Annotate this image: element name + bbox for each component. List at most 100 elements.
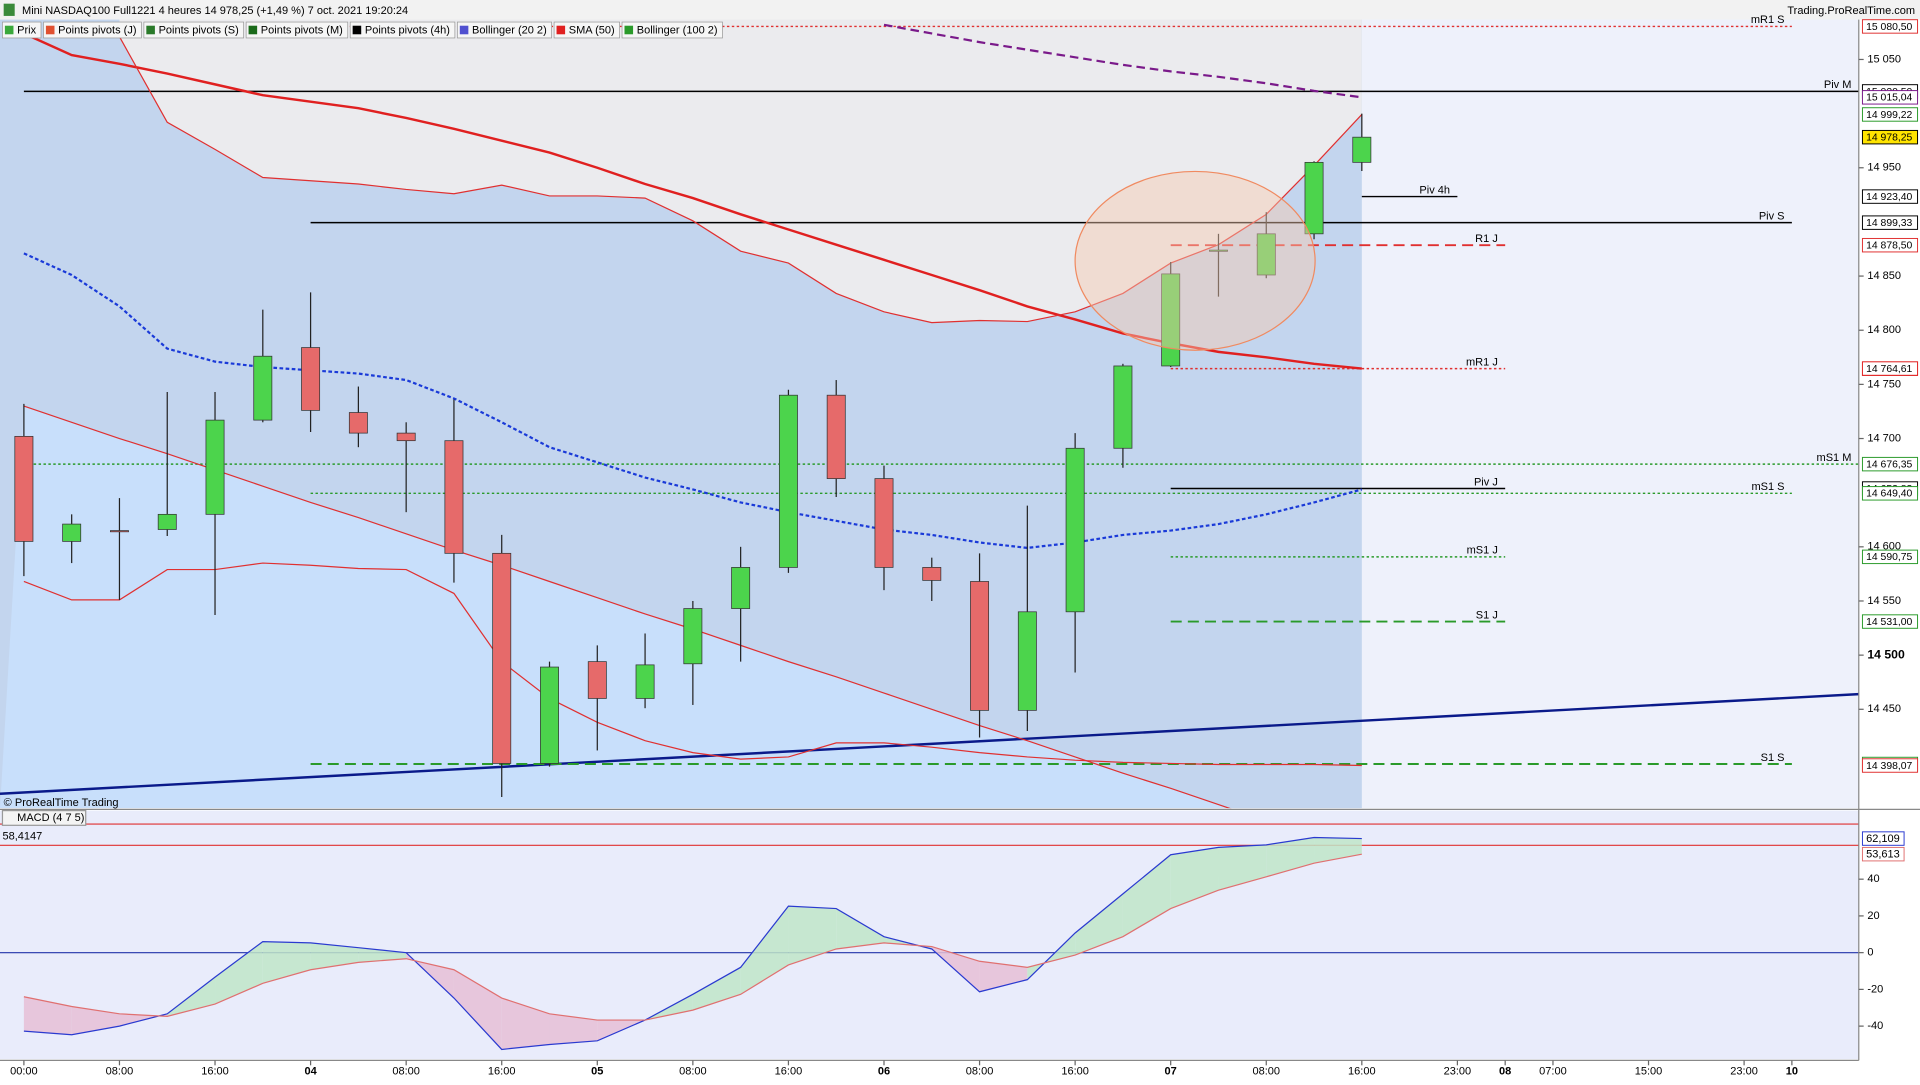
x-tick-label: 07 xyxy=(1165,1065,1177,1077)
price-tag-label: 15 015,04 xyxy=(1866,93,1912,104)
candle-body xyxy=(110,530,129,533)
y-tick-label: 14 950 xyxy=(1867,162,1901,174)
price-tag xyxy=(1861,361,1919,376)
legend-icon xyxy=(459,25,469,35)
x-tick-label: 16:00 xyxy=(488,1065,516,1077)
price-tag xyxy=(1861,486,1919,501)
candle-body xyxy=(157,513,177,530)
price-tag xyxy=(1861,90,1919,105)
y-tick-label: 20 xyxy=(1867,910,1879,922)
x-tick-label: 04 xyxy=(304,1065,317,1077)
level-label: mS1 M xyxy=(1817,452,1852,464)
candle-body xyxy=(396,432,416,442)
x-tick-label: 00:00 xyxy=(10,1065,38,1077)
price-tag-label: 14 999,22 xyxy=(1866,110,1912,121)
indicator-line xyxy=(23,562,1362,767)
candle-body xyxy=(1017,611,1037,711)
price-tag xyxy=(1861,189,1919,204)
y-tick-label: -20 xyxy=(1867,983,1883,995)
macd-fill xyxy=(1218,844,1267,891)
level-label: mS1 J xyxy=(1467,545,1498,557)
legend-icon xyxy=(248,25,258,35)
price-tag-label: 14 764,61 xyxy=(1866,364,1912,375)
price-tag xyxy=(1861,129,1919,145)
legend-icon xyxy=(352,25,362,35)
price-tag xyxy=(1861,215,1919,230)
x-tick-label: 07:00 xyxy=(1539,1065,1567,1077)
x-tick-label: 08:00 xyxy=(1252,1065,1280,1077)
price-plot xyxy=(0,12,1859,809)
macd-fill xyxy=(836,908,884,949)
price-tag xyxy=(1861,237,1919,253)
level-label: Piv S xyxy=(1759,210,1785,222)
x-tick-label: 16:00 xyxy=(1348,1065,1376,1077)
candle-body xyxy=(635,664,655,699)
band-fill xyxy=(0,406,1362,809)
trendline xyxy=(0,692,1859,795)
level-label: Piv J xyxy=(1474,476,1498,488)
legend-label: Bollinger (100 2) xyxy=(637,25,718,37)
indicator-line xyxy=(883,23,1362,99)
y-tick-label: 14 450 xyxy=(1867,703,1901,715)
candle-body xyxy=(874,478,894,568)
y-tick-label: 15 050 xyxy=(1867,53,1901,65)
x-tick-label: 08:00 xyxy=(679,1065,707,1077)
candle-body xyxy=(826,394,846,479)
app-icon xyxy=(3,3,15,16)
candle-body xyxy=(492,552,512,764)
price-tag xyxy=(1861,456,1919,472)
macd-fill xyxy=(453,969,502,1050)
price-tag-label: 14 878,50 xyxy=(1866,241,1912,252)
x-tick-label: 23:00 xyxy=(1444,1065,1472,1077)
legend-label: Bollinger (20 2) xyxy=(472,25,547,37)
macd-fill xyxy=(358,947,407,963)
x-tick-label: 08:00 xyxy=(106,1065,134,1077)
candle-body xyxy=(1161,273,1181,367)
price-tag-label: 15 080,50 xyxy=(1866,22,1912,33)
candle-body xyxy=(1256,233,1276,276)
candle-body xyxy=(731,567,751,609)
macd-panel xyxy=(0,810,1859,1060)
indicator-line xyxy=(23,32,1362,370)
band-fill xyxy=(119,12,1362,323)
candle-body xyxy=(301,347,321,411)
legend-label: SMA (50) xyxy=(569,25,615,37)
price-tag-label: 14 531,00 xyxy=(1866,617,1912,628)
y-tick-label: 14 750 xyxy=(1867,378,1901,390)
price-tag-label: 14 899,33 xyxy=(1866,218,1912,229)
y-tick-label: 14 700 xyxy=(1867,432,1901,444)
legend-icon xyxy=(624,25,634,35)
macd-title-box xyxy=(1,810,87,826)
legend-icon xyxy=(4,25,14,35)
x-tick-label: 08:00 xyxy=(392,1065,420,1077)
x-tick-label: 16:00 xyxy=(201,1065,229,1077)
macd-line xyxy=(23,853,1362,1021)
candle-body xyxy=(1113,365,1133,449)
macd-fill xyxy=(788,906,837,965)
candle-body xyxy=(540,666,559,764)
macd-fill xyxy=(979,961,1028,992)
candle-body xyxy=(587,661,607,699)
price-tag-label: 14 649,40 xyxy=(1866,489,1912,500)
candle-body xyxy=(1304,161,1324,235)
value-tag-label: 53,613 xyxy=(1866,849,1900,861)
candle-body xyxy=(1065,447,1085,613)
x-tick-label: 05 xyxy=(591,1065,603,1077)
level-label: mR1 S xyxy=(1751,14,1785,26)
candle-body xyxy=(922,567,942,581)
value-tag xyxy=(1861,831,1905,846)
candle-body xyxy=(253,355,273,421)
legend-icon xyxy=(146,25,155,35)
macd-fill xyxy=(1075,893,1123,956)
indicator-line xyxy=(23,252,1363,550)
legend-item xyxy=(456,21,553,39)
title-bar xyxy=(0,0,1920,20)
candle-body xyxy=(778,394,798,568)
price-tag xyxy=(1861,107,1919,122)
level-label: S1 J xyxy=(1476,609,1498,621)
price-tag xyxy=(1861,19,1919,34)
macd-line xyxy=(23,836,1362,1051)
